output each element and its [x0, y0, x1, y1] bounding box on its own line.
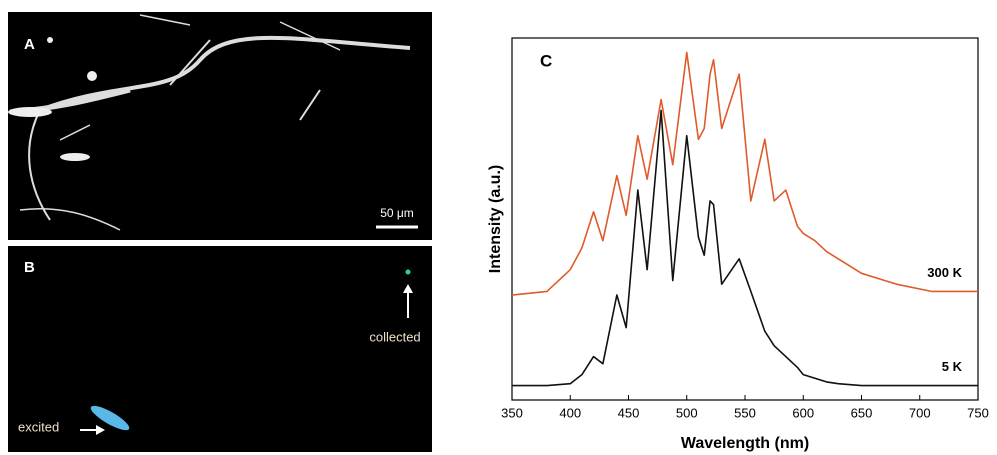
- plot-frame: [511, 37, 979, 401]
- arrowhead: [96, 425, 105, 435]
- series-line: [512, 109, 978, 387]
- panel-label: A: [24, 36, 35, 53]
- series-line: [511, 51, 978, 296]
- x-tick-label: 350: [501, 405, 523, 420]
- particle: [60, 153, 90, 161]
- x-tick-label: 650: [851, 405, 873, 420]
- x-tick-label: 550: [734, 405, 756, 420]
- x-tick-label: 750: [967, 405, 989, 420]
- panel-label: C: [540, 51, 552, 70]
- panel-label: B: [24, 259, 35, 276]
- x-tick-label: 450: [618, 405, 640, 420]
- emission-spot: [405, 269, 411, 275]
- excited-label: excited: [18, 419, 59, 434]
- particle: [87, 71, 97, 81]
- chart: C Wavelength (nm) Intensity (a.u.) 350 40…: [487, 37, 989, 452]
- particle: [8, 107, 52, 117]
- x-tick-label: 400: [559, 405, 581, 420]
- micrograph-a: [8, 12, 432, 240]
- series-label: 5 K: [942, 359, 963, 374]
- x-tick-label: 700: [909, 405, 931, 420]
- x-tick-label: 600: [792, 405, 814, 420]
- excited-fiber: [90, 405, 130, 431]
- panel-b: B collected excited: [8, 246, 432, 452]
- panel-a: A 50 μm: [8, 12, 432, 240]
- x-axis-title: Wavelength (nm): [681, 435, 809, 452]
- series-label: 300 K: [927, 265, 962, 280]
- micrograph-b: [8, 246, 432, 452]
- x-tick-label: 500: [676, 405, 698, 420]
- scale-bar-label: 50 μm: [380, 206, 414, 220]
- y-axis-title: Intensity (a.u.): [487, 165, 504, 273]
- collected-label: collected: [369, 329, 420, 344]
- arrowhead: [403, 284, 413, 293]
- particle: [47, 37, 53, 43]
